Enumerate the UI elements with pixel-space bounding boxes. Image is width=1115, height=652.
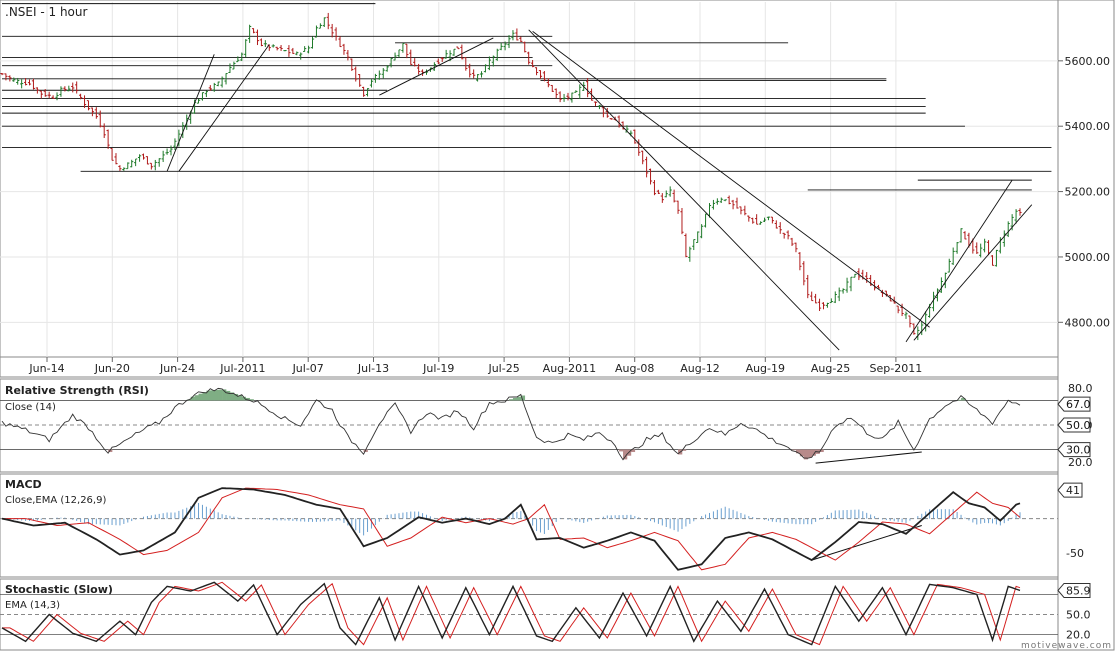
- macd-title: MACD: [5, 478, 42, 491]
- macd-signal-line: [2, 487, 1021, 571]
- price-axis: [1057, 0, 1115, 651]
- date-tick-label: Aug-08: [615, 362, 654, 375]
- rsi-oversold-fill: [792, 449, 797, 451]
- rsi-overbought-fill: [520, 395, 526, 401]
- date-tick-label: Aug-12: [680, 362, 719, 375]
- date-tick-label: Jul-25: [487, 362, 519, 375]
- rsi-overbought-fill: [210, 390, 215, 401]
- price-tick-label: 4800.00: [1065, 316, 1111, 329]
- rsi-tick-label: 80.0: [1068, 382, 1093, 395]
- date-tick-label: Jun-20: [94, 362, 130, 375]
- date-tick-label: Jun-14: [28, 362, 64, 375]
- price-tick-label: 5600.00: [1065, 55, 1111, 68]
- rsi-overbought-fill: [961, 397, 966, 401]
- date-tick-label: Jul-2011: [219, 362, 265, 375]
- date-tick-label: Aug-25: [811, 362, 850, 375]
- trend-line: [379, 37, 494, 96]
- macd-value-marker: [1057, 482, 1083, 498]
- price-tick-label: 5200.00: [1065, 186, 1111, 199]
- rsi-oversold-fill: [811, 449, 816, 456]
- rsi-overbought-fill: [194, 395, 199, 401]
- macd-histogram: [5, 502, 1021, 536]
- rsi-oversold-fill: [619, 449, 624, 452]
- date-tick-label: Jul-19: [422, 362, 454, 375]
- trend-lines: [166, 29, 1033, 561]
- price-tick-label: 5000.00: [1065, 251, 1111, 264]
- rsi-value-marker: [1057, 417, 1091, 433]
- rsi-divergence-line: [815, 451, 922, 464]
- rsi-overbought-fill: [218, 389, 223, 401]
- trend-line: [913, 204, 1033, 341]
- stoch-tick-label: 20.0: [1066, 629, 1091, 642]
- rsi-overbought-fill: [214, 389, 219, 401]
- date-tick-label: Jul-07: [292, 362, 324, 375]
- rsi-overbought-fill: [222, 389, 227, 401]
- rsi-subtitle: Close (14): [5, 402, 56, 413]
- rsi-line: [1, 387, 1021, 461]
- macd-divergence-line: [811, 525, 922, 561]
- rsi-oversold-fill: [819, 449, 824, 453]
- trend-line: [532, 31, 930, 328]
- rsi-overbought-fill: [509, 399, 514, 401]
- rsi-overbought-fill: [190, 396, 195, 401]
- stoch-value-marker: [1057, 582, 1091, 598]
- axis-labels: Jun-14 Jun-20 Jun-24 Jul-2011 Jul-07 Jul-13 Ju…: [28, 55, 1110, 642]
- rsi-value-marker: [1057, 396, 1091, 412]
- rsi-oversold-fill: [630, 449, 636, 453]
- rsi-oversold-fill: [799, 449, 805, 457]
- rsi-overbought-fill: [202, 392, 207, 401]
- chart-title: .NSEI - 1 hour: [5, 5, 87, 19]
- stoch-tick-label: 85.9: [1066, 584, 1091, 597]
- support-resistance-lines: [2, 3, 1052, 191]
- rsi-overbought-fill: [957, 399, 962, 401]
- rsi-overbought-fill: [249, 399, 254, 401]
- rsi-oversold-fill: [681, 449, 687, 451]
- rsi-tick-label: 20.0: [1068, 456, 1093, 469]
- rsi-overbought-fill: [198, 393, 203, 401]
- rsi-overbought-fill: [245, 397, 250, 401]
- trend-line: [905, 179, 1013, 343]
- date-tick-label: Jun-24: [159, 362, 195, 375]
- date-tick-label: Sep-2011: [870, 362, 923, 375]
- stoch-subtitle: EMA (14,3): [5, 600, 60, 611]
- rsi-title: Relative Strength (RSI): [5, 384, 149, 397]
- date-tick-label: Aug-19: [746, 362, 785, 375]
- rsi-overbought-fill: [241, 396, 246, 401]
- trend-line: [528, 29, 840, 351]
- rsi-oversold-fill: [795, 449, 801, 454]
- stoch-signal-line: [2, 581, 1021, 646]
- date-tick-label: Jul-13: [357, 362, 389, 375]
- macd-tick-label: 41: [1066, 484, 1080, 497]
- date-tick-label: Aug-2011: [543, 362, 596, 375]
- rsi-marker-label: 67.0: [1066, 398, 1091, 411]
- rsi-marker-label: 50.0: [1066, 419, 1091, 432]
- trend-line: [178, 44, 270, 172]
- rsi-overbought-fill: [233, 393, 239, 401]
- gridlines: [0, 2, 1063, 635]
- rsi-overbought-fill: [237, 395, 243, 401]
- rsi-oversold-fill: [807, 449, 812, 458]
- macd-panel: [0, 473, 1059, 578]
- macd-tick-label: -50: [1066, 547, 1084, 560]
- rsi-overbought-fill: [206, 390, 211, 401]
- rsi-overbought-fill: [516, 396, 522, 401]
- stoch-line: [1, 581, 1021, 646]
- watermark: motivewave.com: [1021, 641, 1112, 651]
- stoch-tick-label: 50.0: [1066, 609, 1091, 622]
- price-tick-label: 5400.00: [1065, 120, 1111, 133]
- rsi-overbought-fill: [226, 390, 231, 401]
- macd-line: [1, 487, 1021, 571]
- rsi-marker-label: 30.0: [1066, 444, 1091, 457]
- rsi-oversold-fill: [623, 449, 628, 460]
- rsi-oversold-fill: [803, 449, 809, 460]
- rsi-value-marker: [1057, 442, 1091, 458]
- rsi-overbought-fill: [512, 397, 518, 401]
- stoch-title: Stochastic (Slow): [5, 583, 113, 596]
- rsi-overbought-fill: [229, 392, 235, 401]
- trend-line: [166, 54, 215, 172]
- indicator-lines: [1, 387, 1021, 646]
- macd-subtitle: Close,EMA (12,26,9): [5, 495, 106, 506]
- price-bars: [0, 12, 1022, 341]
